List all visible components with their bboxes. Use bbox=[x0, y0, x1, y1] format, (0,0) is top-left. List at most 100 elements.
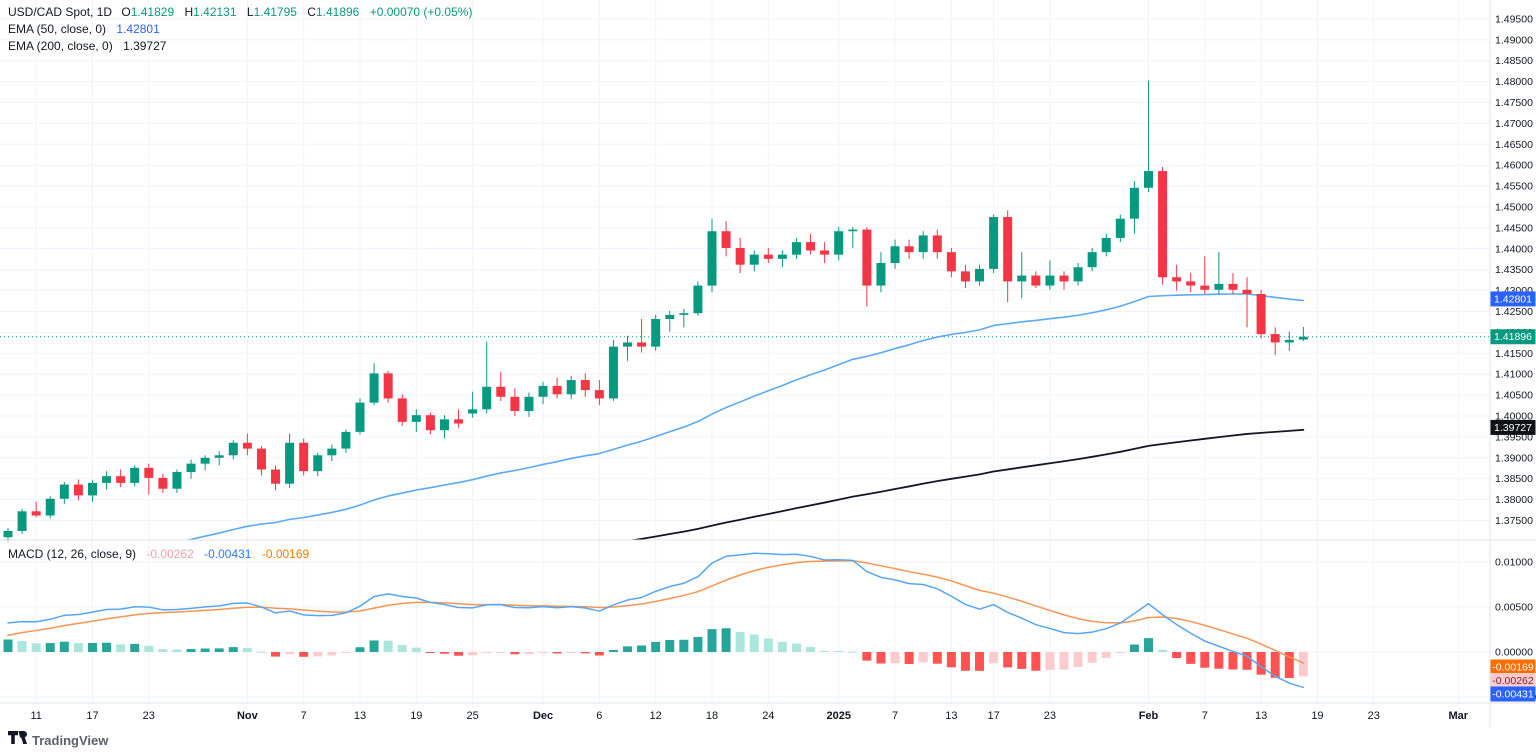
candle-feb-7 bbox=[1200, 285, 1210, 290]
candle-dec-3 bbox=[552, 385, 562, 395]
candle-jan-8 bbox=[890, 246, 900, 264]
candle-jan-2 bbox=[834, 231, 844, 255]
ema50-price-badge: 1.42801 bbox=[1490, 291, 1536, 307]
macd-hist-value: -0.00262 bbox=[146, 547, 194, 561]
candle-feb-11 bbox=[1228, 283, 1238, 290]
candle-nov-20 bbox=[425, 415, 435, 431]
macd-label: MACD (12, 26, close, 9) bbox=[8, 547, 137, 561]
candle-feb-13 bbox=[1256, 293, 1266, 335]
svg-text:7: 7 bbox=[892, 710, 898, 722]
svg-text:12: 12 bbox=[650, 710, 662, 722]
svg-text:0.01000: 0.01000 bbox=[1495, 557, 1533, 569]
candle-jan-10 bbox=[918, 235, 928, 253]
svg-text:1.41000: 1.41000 bbox=[1495, 369, 1533, 381]
svg-text:24: 24 bbox=[762, 710, 774, 722]
symbol-legend-row[interactable]: USD/CAD Spot, 1D O1.41829 H1.42131 L1.41… bbox=[8, 4, 472, 20]
svg-text:1.38500: 1.38500 bbox=[1495, 473, 1533, 485]
candle-jan-27 bbox=[1073, 267, 1083, 282]
candle-feb-3 bbox=[1143, 171, 1153, 188]
candle-feb-5 bbox=[1172, 277, 1182, 282]
svg-text:Mar: Mar bbox=[1448, 710, 1468, 722]
ema50-label: EMA (50, close, 0) bbox=[8, 22, 107, 36]
candle-dec-6 bbox=[594, 390, 604, 399]
svg-text:1.39727: 1.39727 bbox=[1494, 422, 1532, 434]
candle-oct-22 bbox=[130, 467, 140, 483]
svg-text:17: 17 bbox=[86, 710, 98, 722]
tradingview-watermark-text: TradingView bbox=[32, 733, 109, 748]
main-pane-legend: USD/CAD Spot, 1D O1.41829 H1.42131 L1.41… bbox=[8, 4, 472, 55]
candle-dec-16 bbox=[679, 313, 689, 315]
candle-nov-4 bbox=[256, 448, 266, 470]
candle-oct-11 bbox=[31, 511, 41, 516]
candle-nov-19 bbox=[411, 415, 421, 422]
candle-nov-14 bbox=[369, 373, 379, 403]
svg-text:1.49500: 1.49500 bbox=[1495, 13, 1533, 25]
candle-jan-16 bbox=[975, 268, 985, 282]
ema50-legend-row[interactable]: EMA (50, close, 0) 1.42801 bbox=[8, 21, 472, 37]
candle-nov-5 bbox=[271, 469, 281, 484]
svg-text:1.44500: 1.44500 bbox=[1495, 222, 1533, 234]
candle-feb-10 bbox=[1214, 283, 1224, 290]
svg-text:1.37500: 1.37500 bbox=[1495, 515, 1533, 527]
candle-oct-25 bbox=[172, 472, 182, 489]
svg-text:17: 17 bbox=[987, 710, 999, 722]
low-value: 1.41795 bbox=[253, 5, 297, 19]
close-value: 1.41896 bbox=[315, 5, 360, 19]
svg-text:19: 19 bbox=[1311, 710, 1323, 722]
candle-nov-13 bbox=[355, 402, 365, 432]
candle-oct-30 bbox=[214, 455, 224, 458]
candle-jan-9 bbox=[904, 246, 914, 253]
svg-text:1.49000: 1.49000 bbox=[1495, 34, 1533, 46]
candle-oct-16 bbox=[73, 484, 83, 496]
close-label: C bbox=[307, 5, 316, 19]
candle-feb-12 bbox=[1242, 289, 1252, 294]
candle-jan-6 bbox=[862, 229, 872, 286]
candle-dec-26 bbox=[777, 254, 787, 259]
candle-oct-28 bbox=[186, 463, 196, 473]
candle-feb-4 bbox=[1158, 171, 1168, 278]
svg-text:1.48500: 1.48500 bbox=[1495, 55, 1533, 67]
last-price-badge: 1.41896 bbox=[1490, 329, 1536, 345]
svg-text:6: 6 bbox=[596, 710, 602, 722]
candle-jan-28 bbox=[1087, 252, 1097, 268]
low-label: L bbox=[246, 5, 254, 19]
svg-text:0.00000: 0.00000 bbox=[1495, 647, 1533, 659]
candle-dec-5 bbox=[580, 380, 590, 391]
candle-oct-23 bbox=[144, 467, 154, 478]
candle-nov-7 bbox=[299, 442, 309, 472]
svg-text:23: 23 bbox=[1044, 710, 1056, 722]
ema200-line bbox=[628, 428, 1305, 540]
macd-legend-row[interactable]: MACD (12, 26, close, 9) -0.00262 -0.0043… bbox=[8, 546, 309, 562]
time-axis[interactable]: 11 17 23 Nov 7 13 19 25 Dec 6 12 18 24 2025 7 13 17 23 Feb… bbox=[30, 710, 1468, 722]
candle-oct-15 bbox=[59, 484, 69, 499]
candle-nov-22 bbox=[454, 419, 464, 424]
candle-jan-14 bbox=[946, 252, 956, 272]
candle-jan-17 bbox=[989, 217, 999, 269]
candles-layer bbox=[3, 80, 1308, 542]
candle-dec-17 bbox=[693, 285, 703, 314]
candle-oct-17 bbox=[87, 482, 97, 496]
svg-text:0.00500: 0.00500 bbox=[1495, 602, 1533, 614]
svg-text:19: 19 bbox=[410, 710, 422, 722]
candle-nov-25 bbox=[468, 409, 478, 414]
candle-nov-6 bbox=[285, 442, 295, 484]
svg-text:7: 7 bbox=[301, 710, 307, 722]
ema200-legend-row[interactable]: EMA (200, close, 0) 1.39727 bbox=[8, 38, 472, 54]
svg-text:1.40000: 1.40000 bbox=[1495, 411, 1533, 423]
high-value: 1.42131 bbox=[193, 5, 237, 19]
ema50-line bbox=[184, 293, 1305, 540]
tradingview-watermark[interactable]: TradingView bbox=[8, 731, 108, 750]
macd-line bbox=[7, 552, 1305, 689]
svg-text:25: 25 bbox=[467, 710, 479, 722]
price-axis[interactable]: 1.375001.380001.385001.390001.395001.400… bbox=[1495, 13, 1536, 703]
candle-jan-20 bbox=[1003, 217, 1013, 282]
svg-text:1.48000: 1.48000 bbox=[1495, 76, 1533, 88]
svg-text:1.41896: 1.41896 bbox=[1494, 331, 1532, 343]
svg-text:1.40500: 1.40500 bbox=[1495, 390, 1533, 402]
svg-text:13: 13 bbox=[354, 710, 366, 722]
candle-nov-12 bbox=[341, 431, 351, 449]
svg-text:18: 18 bbox=[706, 710, 718, 722]
svg-text:1.44000: 1.44000 bbox=[1495, 243, 1533, 255]
svg-text:1.45500: 1.45500 bbox=[1495, 181, 1533, 193]
